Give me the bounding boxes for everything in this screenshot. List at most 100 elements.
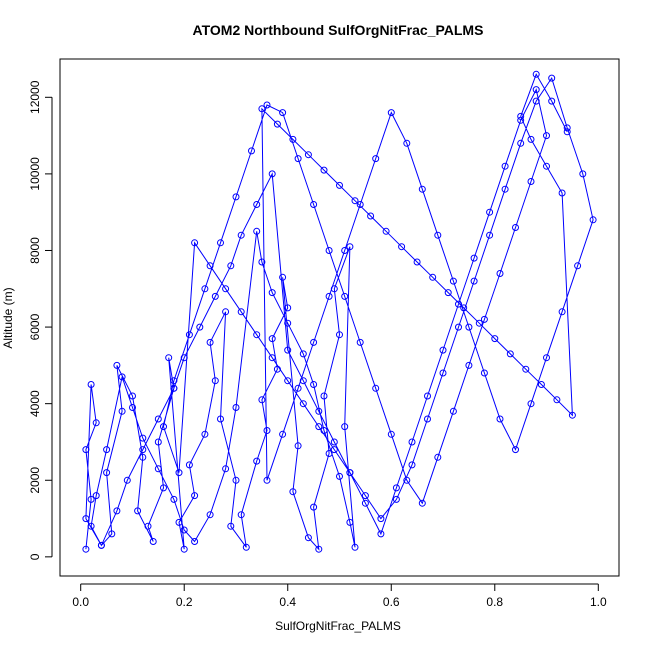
data-point [310, 201, 318, 208]
data-point [263, 427, 271, 434]
data-point [206, 262, 214, 270]
data-point [579, 170, 587, 178]
data-point [273, 365, 281, 373]
data-point [418, 185, 426, 193]
data-point [486, 231, 494, 239]
data-point [191, 538, 199, 545]
data-point [392, 495, 400, 503]
y-tick-label: 10000 [28, 157, 42, 191]
data-point [403, 139, 411, 147]
data-point [527, 178, 535, 185]
data-point [273, 120, 281, 128]
data-point [294, 384, 302, 392]
data-point [455, 300, 462, 308]
y-tick-label: 2000 [28, 467, 42, 494]
data-point [589, 216, 597, 224]
data-point [154, 438, 162, 446]
data-point [103, 469, 111, 477]
data-point [341, 292, 349, 300]
data-point [356, 201, 364, 208]
data-point [408, 461, 416, 469]
data-point [377, 515, 385, 523]
data-point [149, 538, 157, 545]
data-point [372, 155, 380, 163]
data-point [118, 373, 126, 381]
data-point [424, 392, 431, 400]
data-point [191, 492, 199, 500]
data-point [372, 384, 380, 392]
data-point [527, 135, 535, 143]
data-point [180, 354, 188, 362]
data-point [522, 365, 530, 373]
data-point [160, 484, 167, 492]
data-point [206, 511, 214, 519]
data-point [299, 400, 307, 408]
x-tick-label: 0.6 [383, 595, 400, 609]
data-point [336, 472, 343, 480]
data-point [310, 381, 318, 388]
chart-title: ATOM2 Northbound SulfOrgNitFrac_PALMS [193, 22, 484, 38]
data-point [129, 404, 136, 411]
data-point [279, 273, 287, 281]
data-point [175, 518, 183, 526]
plot-area-frame [59, 58, 620, 577]
data-point [97, 541, 105, 549]
data-point [532, 97, 540, 105]
data-point [180, 545, 188, 553]
data-point [268, 354, 276, 362]
data-point [486, 208, 494, 216]
data-point [341, 423, 349, 431]
data-point [460, 304, 468, 312]
data-point [429, 273, 437, 281]
data-point [268, 335, 276, 343]
data-point [211, 377, 219, 385]
data-point [279, 430, 287, 438]
data-point [82, 515, 90, 523]
data-point [294, 155, 302, 163]
data-point [279, 109, 287, 117]
data-point [253, 331, 261, 339]
data-point [284, 304, 292, 312]
data-point [139, 446, 147, 454]
data-point [558, 308, 566, 316]
data-point [537, 381, 545, 388]
data-point [543, 162, 550, 170]
data-layer [82, 70, 597, 553]
data-point [325, 247, 333, 254]
data-point [320, 392, 328, 400]
x-axis: 0.0 0.2 0.4 0.6 0.8 1.0 [72, 583, 607, 609]
data-point [325, 292, 333, 300]
data-point [449, 407, 457, 415]
x-tick-label: 0.0 [72, 595, 89, 609]
data-point [330, 446, 338, 454]
y-axis: 0 2000 4000 6000 8000 10000 12000 [28, 80, 53, 560]
y-tick-label: 6000 [28, 313, 42, 340]
y-axis-label: Altitude (m) [1, 287, 15, 348]
data-point [517, 139, 525, 147]
data-point [501, 162, 509, 170]
data-point [154, 415, 162, 423]
data-point [294, 442, 302, 450]
data-point [470, 254, 478, 262]
data-point [92, 492, 100, 500]
data-point [217, 239, 224, 247]
data-point [382, 227, 390, 235]
data-point [496, 415, 504, 423]
data-point [315, 423, 323, 431]
data-point [496, 270, 504, 277]
data-point [310, 338, 318, 346]
data-point [501, 185, 509, 193]
data-point [227, 262, 235, 270]
data-point [336, 331, 343, 339]
data-point [134, 507, 142, 515]
data-point [191, 239, 199, 247]
data-point [82, 446, 90, 454]
data-point [237, 511, 245, 519]
x-tick-label: 0.2 [176, 595, 193, 609]
data-point [465, 361, 473, 369]
data-point [568, 411, 576, 419]
data-point [320, 166, 328, 174]
data-point [201, 285, 209, 293]
data-point [444, 289, 452, 297]
data-point [351, 197, 359, 205]
